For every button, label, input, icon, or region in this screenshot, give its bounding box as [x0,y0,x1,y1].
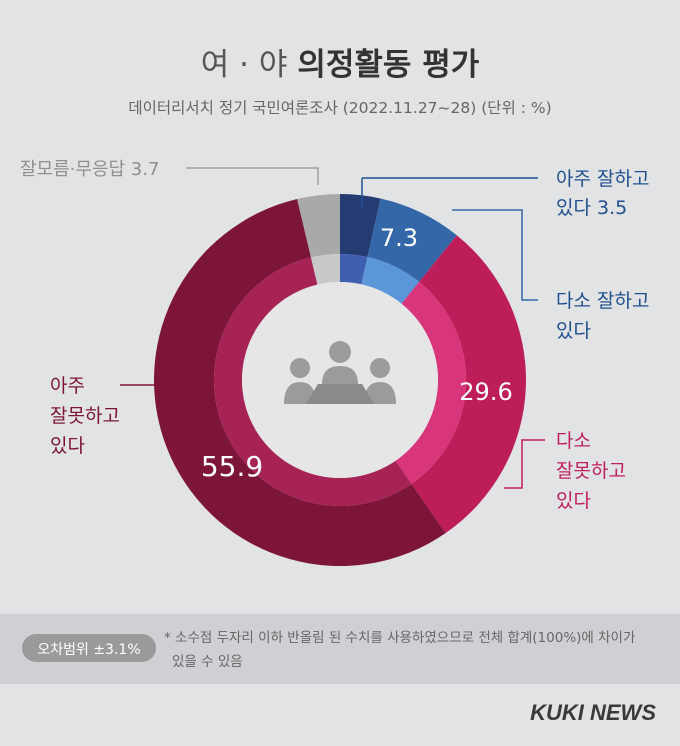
meeting-people-icon [284,341,396,404]
slice-inner-unknown [310,254,340,285]
slice-value-good: 7.3 [380,224,418,252]
margin-badge [22,634,156,662]
chart-subtitle: 데이터리서치 정기 국민여론조사 (2022.11.27~28) (단위 : %… [128,99,551,117]
chart-title: 여 · 야 의정활동 평가 [201,47,480,83]
callout-very-bad-1: 아주 [50,375,85,397]
slice-inner-good [361,257,420,304]
leader-unknown [186,167,319,185]
leader-good [452,209,538,301]
callout-unknown: 잘모름·무응답 3.7 [20,159,159,180]
slice-inner-bad [395,281,467,484]
callout-very-bad-2: 잘못하고 [50,405,120,427]
slice-inner-very-bad [214,257,412,506]
title-bold: 의정활동 평가 [297,47,479,83]
callout-bad-3: 있다 [556,490,591,512]
leader-lines [120,167,545,489]
slice-value-very-bad: 55.9 [201,450,263,483]
donut-slices [154,194,526,567]
slice-good [367,198,457,282]
callout-very-good-2: 있다 3.5 [556,197,627,219]
slice-inner-very-good [340,254,368,285]
callout-very-good-1: 아주 잘하고 [556,168,649,190]
footer-note-2: 있을 수 있음 [172,654,243,670]
callout-bad-2: 잘못하고 [556,460,626,482]
slice-very-bad [154,199,446,567]
slice-bad [411,235,526,534]
leader-bad [504,439,545,489]
title-light: 여 · 야 [201,47,288,83]
callout-good-1: 다소 잘하고 [556,290,649,312]
slice-value-bad: 29.6 [459,378,512,406]
callout-bad-1: 다소 [556,430,591,452]
brand-logo: KUKI NEWS [530,700,656,725]
callout-good-2: 있다 [556,320,591,342]
footer-note-1: * 소수점 두자리 이하 반올림 된 수치를 사용하였으므로 전체 합계(100… [164,630,635,646]
margin-badge-text: 오차범위 ±3.1% [37,642,140,658]
callout-very-bad-3: 있다 [50,435,85,457]
slice-very-good [340,194,381,258]
slice-unknown [297,194,340,258]
